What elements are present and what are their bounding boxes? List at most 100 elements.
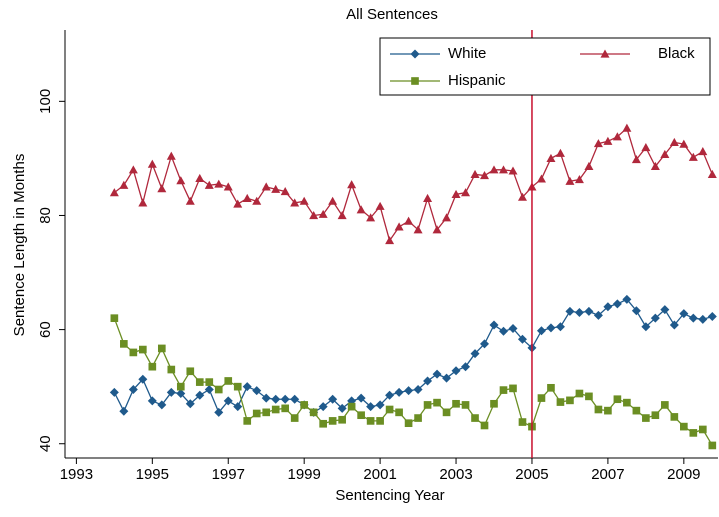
- marker: [242, 193, 252, 202]
- marker: [536, 174, 546, 183]
- marker: [394, 222, 404, 231]
- marker: [413, 225, 423, 234]
- marker: [410, 49, 420, 59]
- marker: [641, 143, 651, 152]
- marker: [271, 405, 280, 414]
- marker: [642, 414, 650, 422]
- marker: [585, 392, 593, 401]
- marker: [622, 294, 632, 304]
- marker: [688, 152, 698, 161]
- marker: [109, 188, 119, 197]
- marker: [517, 334, 527, 344]
- x-tick-label: 2005: [515, 466, 548, 483]
- marker: [185, 196, 195, 205]
- marker: [385, 405, 394, 414]
- marker: [461, 362, 471, 372]
- x-tick-label: 1999: [287, 466, 320, 483]
- marker: [375, 400, 385, 410]
- marker: [290, 198, 300, 207]
- marker: [688, 313, 698, 323]
- marker: [186, 367, 195, 376]
- marker: [546, 323, 556, 333]
- legend-label: Hispanic: [448, 72, 506, 89]
- series-line: [113, 126, 713, 243]
- marker: [129, 348, 138, 357]
- marker: [631, 155, 641, 164]
- marker: [631, 306, 641, 316]
- marker: [660, 305, 670, 315]
- marker: [356, 393, 366, 403]
- marker: [461, 401, 470, 409]
- marker: [423, 401, 432, 409]
- marker: [612, 299, 622, 309]
- marker: [470, 349, 480, 359]
- marker: [223, 182, 233, 191]
- marker: [565, 306, 575, 316]
- marker: [366, 213, 376, 222]
- marker: [319, 419, 327, 428]
- marker: [147, 396, 157, 406]
- marker: [157, 184, 167, 193]
- marker: [376, 417, 384, 425]
- marker: [309, 408, 318, 417]
- marker: [195, 390, 205, 400]
- marker: [623, 398, 631, 407]
- marker: [679, 139, 689, 148]
- marker: [205, 378, 214, 386]
- marker: [451, 189, 461, 198]
- marker: [128, 165, 138, 174]
- marker: [698, 147, 708, 156]
- marker: [452, 399, 460, 408]
- marker: [138, 374, 148, 384]
- marker: [537, 394, 546, 402]
- marker: [480, 339, 490, 349]
- marker: [546, 153, 556, 162]
- marker: [451, 366, 461, 376]
- marker: [271, 394, 281, 404]
- marker: [650, 313, 660, 323]
- marker: [600, 49, 610, 58]
- marker: [603, 302, 613, 312]
- marker: [243, 417, 252, 425]
- marker: [176, 389, 186, 399]
- marker: [461, 188, 471, 197]
- marker: [318, 209, 328, 218]
- marker: [680, 422, 688, 431]
- marker: [698, 314, 708, 324]
- marker: [204, 385, 214, 395]
- marker: [651, 411, 660, 420]
- y-tick-label: 100: [37, 89, 54, 114]
- marker: [622, 123, 632, 132]
- marker: [632, 406, 641, 415]
- marker: [224, 377, 233, 385]
- marker: [167, 365, 176, 374]
- marker: [299, 196, 309, 205]
- marker: [233, 402, 243, 412]
- marker: [471, 414, 479, 422]
- x-tick-label: 1993: [60, 466, 93, 483]
- marker: [271, 184, 281, 193]
- marker: [566, 396, 574, 405]
- marker: [536, 326, 546, 336]
- marker: [262, 408, 271, 417]
- marker: [575, 389, 584, 398]
- marker: [328, 417, 337, 425]
- marker: [508, 323, 518, 333]
- marker: [195, 378, 204, 386]
- x-tick-label: 2003: [439, 466, 472, 483]
- marker: [661, 401, 669, 409]
- marker: [555, 322, 565, 332]
- marker: [689, 429, 698, 437]
- marker: [261, 182, 271, 191]
- x-tick-label: 1995: [136, 466, 169, 483]
- marker: [423, 193, 433, 202]
- marker: [433, 398, 441, 407]
- marker: [547, 383, 555, 392]
- marker: [337, 210, 347, 220]
- marker: [366, 402, 376, 412]
- x-tick-label: 2007: [591, 466, 624, 483]
- marker: [252, 386, 262, 396]
- marker: [404, 386, 414, 396]
- marker: [214, 385, 223, 394]
